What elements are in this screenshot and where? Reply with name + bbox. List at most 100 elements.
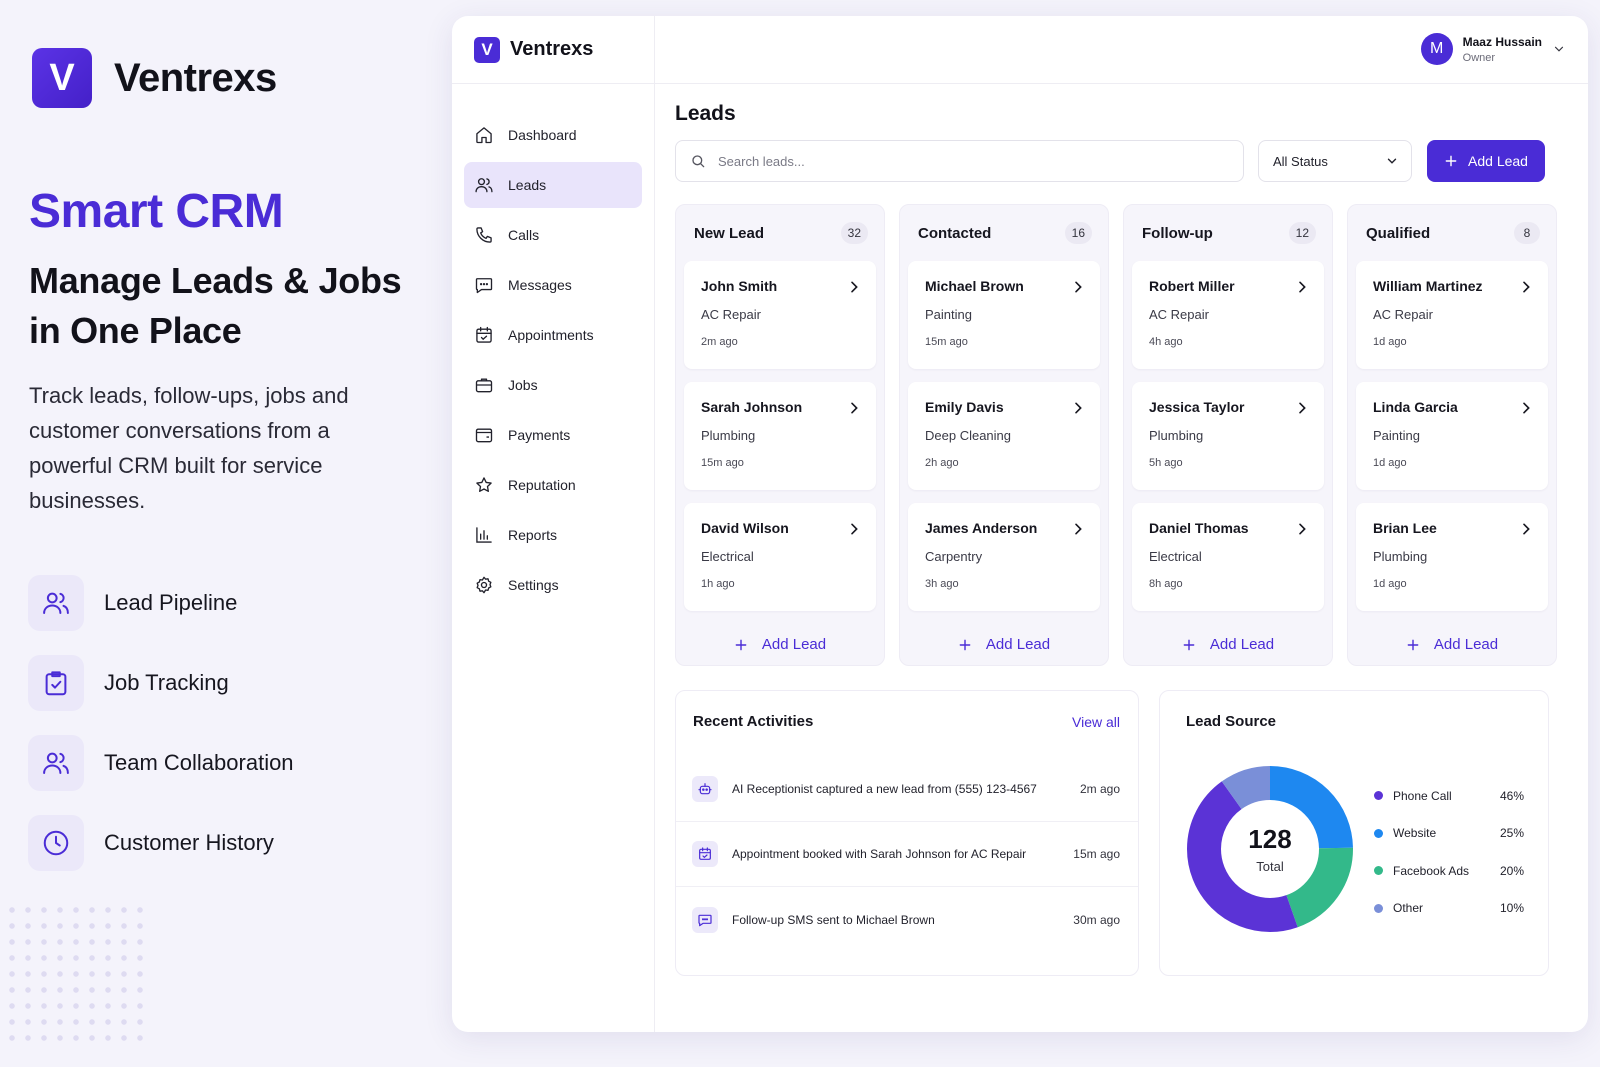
lead-service: Electrical <box>1149 549 1202 564</box>
activity-item[interactable]: Appointment booked with Sarah Johnson fo… <box>676 822 1138 887</box>
board-column-contacted: Contacted 16 Michael Brown Painting 15m … <box>899 204 1109 666</box>
view-all-link[interactable]: View all <box>1072 714 1120 730</box>
lead-time: 15m ago <box>701 457 744 469</box>
lead-source-panel: Lead Source 128 Total Phone Call 46% Web… <box>1159 690 1549 976</box>
lead-service: Plumbing <box>1149 428 1204 443</box>
recent-activities-panel: Recent Activities View all AI Receptioni… <box>675 690 1139 976</box>
lead-service: AC Repair <box>701 307 761 322</box>
lead-name: Brian Lee <box>1373 520 1437 536</box>
search-icon <box>692 155 705 168</box>
lead-card[interactable]: Michael Brown Painting 15m ago <box>908 261 1100 369</box>
sidebar-item-jobs[interactable]: Jobs <box>464 362 642 408</box>
chevron-down-icon <box>1387 158 1397 164</box>
legend-value: 10% <box>1499 901 1524 916</box>
chevron-right-icon <box>851 402 858 414</box>
board-column-new-lead: New Lead 32 John Smith AC Repair 2m ago … <box>675 204 885 666</box>
users-icon <box>475 178 493 193</box>
activity-list: AI Receptionist captured a new lead from… <box>676 757 1138 952</box>
lead-card[interactable]: James Anderson Carpentry 3h ago <box>908 503 1100 611</box>
feature-label: Customer History <box>104 830 274 855</box>
lead-name: John Smith <box>701 278 778 294</box>
sidebar-item-dashboard[interactable]: Dashboard <box>464 112 642 158</box>
donut-slice-facebook-ads <box>1187 766 1353 932</box>
legend-name: Facebook Ads <box>1393 863 1470 878</box>
column-add-lead-button[interactable]: Add Lead <box>676 636 884 653</box>
page-title: Leads <box>675 102 736 125</box>
column-count-badge: 16 <box>1064 222 1092 244</box>
phone-icon <box>476 227 492 243</box>
lead-name: Michael Brown <box>925 278 1024 294</box>
lead-card[interactable]: William Martinez AC Repair 1d ago <box>1356 261 1548 369</box>
team-icon <box>28 735 84 791</box>
add-lead-button[interactable]: Add Lead <box>1427 140 1545 182</box>
column-add-lead-button[interactable]: Add Lead <box>900 636 1108 653</box>
chevron-right-icon <box>1075 402 1082 414</box>
lead-card[interactable]: Brian Lee Plumbing 1d ago <box>1356 503 1548 611</box>
chevron-right-icon <box>1299 523 1306 535</box>
activity-item[interactable]: Follow-up SMS sent to Michael Brown 30m … <box>676 887 1138 952</box>
sidebar-item-label: Reputation <box>508 477 576 493</box>
column-add-lead-button[interactable]: Add Lead <box>1124 636 1332 653</box>
lead-card[interactable]: John Smith AC Repair 2m ago <box>684 261 876 369</box>
column-count-badge: 32 <box>840 222 868 244</box>
legend-dot <box>1374 828 1383 838</box>
search-input[interactable] <box>718 153 1198 169</box>
lead-time: 3h ago <box>925 578 959 590</box>
sidebar-item-reports[interactable]: Reports <box>464 512 642 558</box>
gear-icon <box>476 576 492 594</box>
lead-service: Painting <box>925 307 972 322</box>
sidebar-item-label: Dashboard <box>508 127 577 143</box>
lead-card[interactable]: Sarah Johnson Plumbing 15m ago <box>684 382 876 490</box>
plus-icon <box>1183 639 1195 650</box>
column-header: New Lead 32 <box>684 205 876 261</box>
chevron-right-icon <box>1523 523 1530 535</box>
sidebar: V Ventrexs Dashboard Leads Calls Message… <box>452 16 655 1032</box>
sidebar-brand[interactable]: V Ventrexs <box>452 16 654 84</box>
donut-slice-other <box>1187 766 1353 932</box>
sidebar-item-leads[interactable]: Leads <box>464 162 642 208</box>
hero-title: Manage Leads & Jobs in One Place <box>29 260 402 351</box>
lead-time: 2h ago <box>925 457 959 469</box>
lead-time: 4h ago <box>1149 336 1183 348</box>
sidebar-item-calls[interactable]: Calls <box>464 212 642 258</box>
sidebar-logo: V <box>474 36 500 63</box>
sidebar-item-settings[interactable]: Settings <box>464 562 642 608</box>
star-icon <box>476 477 492 492</box>
lead-card[interactable]: David Wilson Electrical 1h ago <box>684 503 876 611</box>
column-add-lead-button[interactable]: Add Lead <box>1348 636 1556 653</box>
sidebar-item-reputation[interactable]: Reputation <box>464 462 642 508</box>
panel-title: Recent Activities <box>693 713 814 730</box>
search-box[interactable] <box>675 140 1244 182</box>
sidebar-item-appointments[interactable]: Appointments <box>464 312 642 358</box>
brand-name: Ventrexs <box>114 55 277 100</box>
lead-card[interactable]: Emily Davis Deep Cleaning 2h ago <box>908 382 1100 490</box>
chevron-right-icon <box>1299 402 1306 414</box>
lead-card[interactable]: Daniel Thomas Electrical 8h ago <box>1132 503 1324 611</box>
users-icon <box>28 575 84 631</box>
add-lead-label: Add Lead <box>1468 153 1528 169</box>
lead-service: Plumbing <box>1373 549 1428 564</box>
lead-name: William Martinez <box>1373 278 1483 294</box>
status-filter-select[interactable]: All Status <box>1258 140 1412 182</box>
lead-card[interactable]: Linda Garcia Painting 1d ago <box>1356 382 1548 490</box>
legend-value: 25% <box>1499 826 1524 841</box>
user-menu[interactable]: M Maaz Hussain Owner <box>1420 33 1566 65</box>
lead-card[interactable]: Jessica Taylor Plumbing 5h ago <box>1132 382 1324 490</box>
legend-item: Phone Call 46% <box>1374 777 1524 815</box>
chevron-right-icon <box>1075 281 1082 293</box>
lead-card[interactable]: Robert Miller AC Repair 4h ago <box>1132 261 1324 369</box>
plus-icon <box>735 639 747 650</box>
activity-text: Follow-up SMS sent to Michael Brown <box>732 912 935 927</box>
lead-time: 8h ago <box>1149 578 1183 590</box>
avatar: M <box>1420 33 1453 65</box>
sidebar-item-messages[interactable]: Messages <box>464 262 642 308</box>
user-role: Owner <box>1462 51 1496 64</box>
sidebar-item-payments[interactable]: Payments <box>464 412 642 458</box>
column-header: Follow-up 12 <box>1132 205 1324 261</box>
main-content: Leads All Status Add Lead New Lead 32 Jo… <box>675 84 1588 1032</box>
activity-time: 15m ago <box>1073 847 1120 861</box>
legend-value: 46% <box>1499 788 1524 803</box>
activity-item[interactable]: AI Receptionist captured a new lead from… <box>676 757 1138 822</box>
legend-dot <box>1374 791 1383 801</box>
legend-name: Website <box>1393 826 1437 841</box>
